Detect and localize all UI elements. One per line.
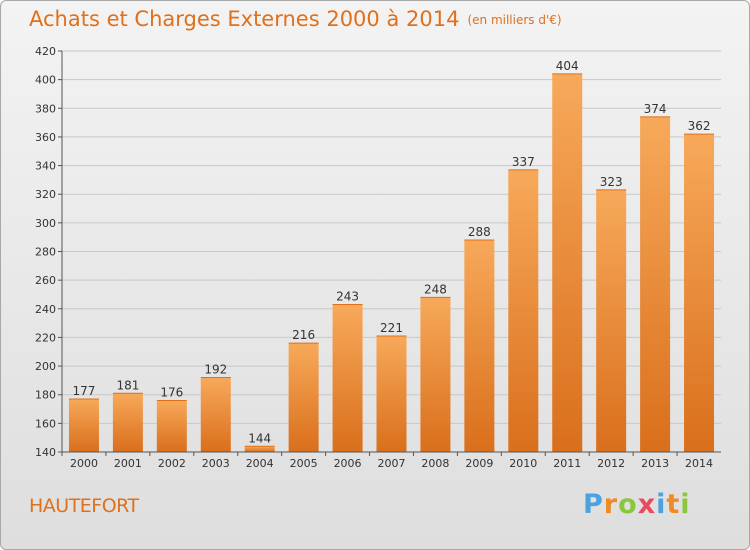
logo-letter: r xyxy=(603,489,619,520)
x-tick-label: 2003 xyxy=(202,457,230,470)
x-tick-label: 2008 xyxy=(421,457,449,470)
logo-letter: P xyxy=(583,489,604,520)
bar xyxy=(596,189,627,453)
bar xyxy=(376,335,407,452)
axes: 140 160 180 200 220 240 260 280 300 320 340 360 380 4… xyxy=(35,45,721,470)
bar xyxy=(508,169,539,452)
logo-letter: o xyxy=(618,489,638,520)
bar xyxy=(464,240,495,452)
bar xyxy=(552,73,583,453)
chart-title: Achats et Charges Externes 2000 à 2014 (e… xyxy=(29,7,562,31)
commune-name: HAUTEFORT xyxy=(29,495,139,517)
y-tick-label: 220 xyxy=(35,331,56,344)
value-label: 362 xyxy=(688,119,711,133)
y-tick-label: 160 xyxy=(35,417,56,430)
bar xyxy=(68,399,99,452)
logo-letter: x xyxy=(637,489,657,520)
bar xyxy=(112,393,143,452)
value-label: 144 xyxy=(248,431,271,445)
value-label: 248 xyxy=(424,282,447,296)
bar xyxy=(420,297,451,452)
x-tick-label: 2010 xyxy=(509,457,537,470)
bars: 177 181 176 192 144 216 243 221 248 288 337 404 323 3… xyxy=(68,59,715,453)
value-label: 192 xyxy=(204,363,227,377)
x-tick-label: 2001 xyxy=(114,457,142,470)
y-tick-label: 260 xyxy=(35,274,56,287)
value-label: 181 xyxy=(116,378,139,392)
y-tick-label: 360 xyxy=(35,131,56,144)
logo-letter: i xyxy=(680,489,691,520)
y-tick-label: 240 xyxy=(35,303,56,316)
x-tick-label: 2012 xyxy=(597,457,625,470)
x-tick-label: 2000 xyxy=(70,457,98,470)
logo-letter: t xyxy=(666,489,681,520)
x-tick-label: 2011 xyxy=(553,457,581,470)
y-tick-label: 380 xyxy=(35,102,56,115)
y-tick-label: 340 xyxy=(35,160,56,173)
bar xyxy=(244,446,275,452)
bar xyxy=(156,400,187,452)
y-tick-label: 300 xyxy=(35,217,56,230)
value-label: 374 xyxy=(644,102,667,116)
value-label: 404 xyxy=(556,59,579,73)
bar xyxy=(684,134,715,453)
x-tick-label: 2007 xyxy=(378,457,406,470)
value-label: 337 xyxy=(512,155,535,169)
x-tick-label: 2014 xyxy=(685,457,713,470)
proxiti-logo: Proxiti xyxy=(583,489,691,520)
value-label: 216 xyxy=(292,328,315,342)
bar xyxy=(332,304,363,452)
chart-unit: (en milliers d'€) xyxy=(467,13,562,27)
bar xyxy=(200,377,231,452)
y-tick-label: 140 xyxy=(35,446,56,459)
x-tick-label: 2004 xyxy=(246,457,274,470)
y-tick-label: 280 xyxy=(35,246,56,259)
y-tick-label: 420 xyxy=(35,45,56,58)
value-label: 177 xyxy=(73,384,96,398)
x-tick-label: 2002 xyxy=(158,457,186,470)
logo-letter: i xyxy=(656,489,667,520)
value-label: 288 xyxy=(468,225,491,239)
y-tick-label: 200 xyxy=(35,360,56,373)
x-tick-label: 2013 xyxy=(641,457,669,470)
y-tick-label: 400 xyxy=(35,74,56,87)
x-tick-label: 2009 xyxy=(465,457,493,470)
y-tick-label: 320 xyxy=(35,188,56,201)
x-tick-label: 2006 xyxy=(334,457,362,470)
value-label: 243 xyxy=(336,289,359,303)
bar xyxy=(288,343,319,452)
x-tick-label: 2005 xyxy=(290,457,318,470)
chart-title-text: Achats et Charges Externes 2000 à 2014 xyxy=(29,7,460,31)
bar xyxy=(640,116,671,452)
value-label: 323 xyxy=(600,175,623,189)
value-label: 221 xyxy=(380,321,403,335)
value-label: 176 xyxy=(160,385,183,399)
y-tick-label: 180 xyxy=(35,389,56,402)
